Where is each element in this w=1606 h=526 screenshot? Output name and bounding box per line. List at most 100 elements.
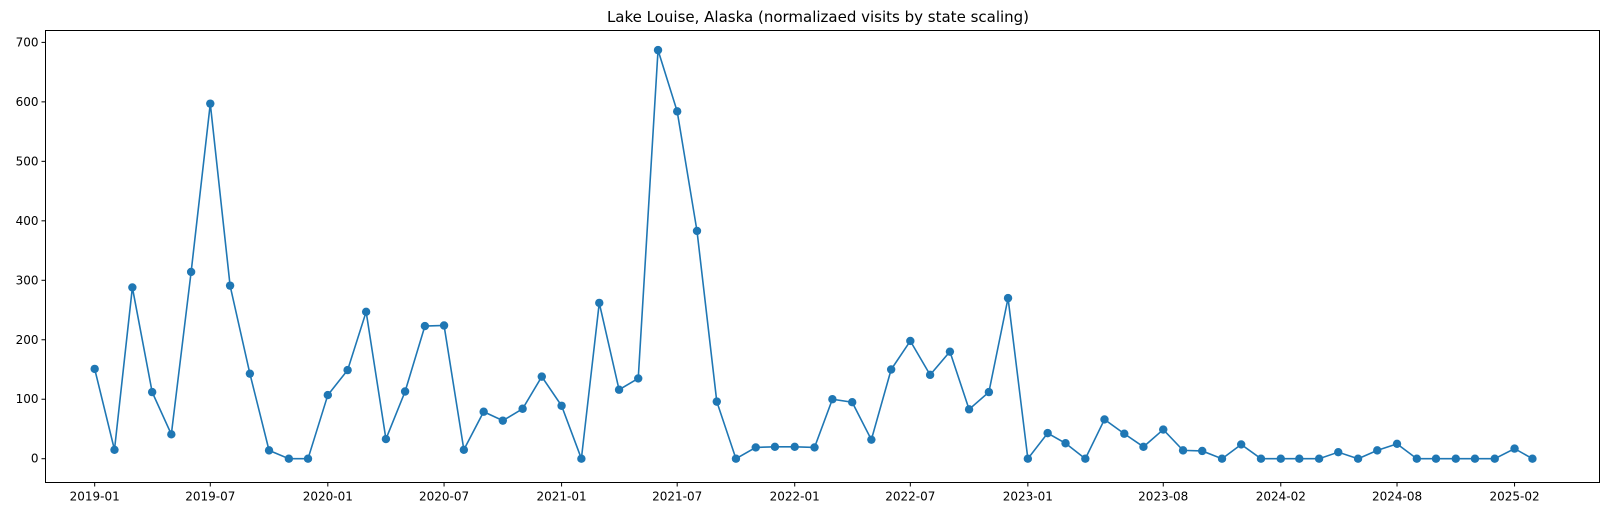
data-point [867, 435, 876, 444]
data-point [1510, 444, 1519, 453]
data-point [1198, 446, 1207, 456]
data-point [653, 45, 663, 55]
data-point [1490, 454, 1499, 463]
data-point [537, 372, 546, 381]
y-tick-label: 500 [16, 154, 39, 168]
x-axis: 2019-01 2019-07 2020-01 2020-07 2021-01 2021-… [70, 482, 1540, 504]
data-point [964, 405, 974, 414]
data-point [557, 401, 566, 410]
data-point [1256, 454, 1266, 463]
y-axis: 0 100 200 300 400 500 600 700 [16, 35, 46, 466]
data-point [343, 365, 352, 375]
data-point [110, 445, 119, 454]
x-tick-label: 2024-02 [1256, 490, 1306, 504]
data-point [614, 385, 624, 394]
data-point [1412, 454, 1422, 463]
data-point [400, 387, 410, 396]
data-point [264, 446, 274, 455]
data-point [1217, 454, 1227, 463]
data-point [245, 369, 255, 378]
x-tick-label: 2020-07 [419, 490, 469, 504]
data-point [577, 454, 586, 463]
x-tick-label: 2019-07 [185, 490, 235, 504]
series-line [93, 49, 1533, 461]
data-point [90, 364, 99, 374]
data-point [712, 397, 721, 406]
axes-frame [45, 30, 1600, 483]
data-point [1023, 454, 1033, 463]
data-point [1081, 454, 1090, 463]
data-point [848, 398, 857, 407]
x-tick-label: 2019-01 [70, 490, 120, 504]
data-point [945, 347, 955, 356]
data-point [206, 99, 215, 108]
data-point [1120, 429, 1129, 438]
data-point [1431, 454, 1441, 463]
x-tick-label: 2023-08 [1138, 490, 1188, 504]
data-point [828, 395, 837, 404]
data-point [1373, 446, 1382, 455]
data-point [439, 321, 449, 330]
y-tick-label: 100 [16, 392, 39, 406]
x-tick-label: 2022-01 [770, 490, 820, 504]
data-point [1470, 454, 1480, 463]
data-point [1295, 454, 1304, 463]
y-tick-label: 600 [16, 95, 39, 109]
data-point [1392, 439, 1402, 449]
data-point [1178, 446, 1188, 455]
data-point [479, 407, 488, 416]
plot-area [90, 45, 1537, 463]
data-point [906, 336, 915, 346]
data-point [1061, 439, 1070, 448]
chart-title: Lake Louise, Alaska (normalizaed visits … [607, 8, 1029, 26]
data-point [420, 321, 430, 331]
data-point [984, 387, 994, 397]
data-point [770, 442, 780, 452]
data-point [1043, 428, 1052, 438]
data-point [672, 107, 682, 116]
data-point [634, 374, 643, 383]
data-point [751, 443, 760, 452]
x-tick-label: 2023-01 [1003, 490, 1053, 504]
data-point [1528, 454, 1537, 463]
y-tick-label: 200 [16, 333, 39, 347]
y-tick-label: 400 [16, 214, 39, 228]
data-point [361, 307, 371, 317]
data-point [731, 454, 741, 463]
x-tick-label: 2021-01 [537, 490, 587, 504]
data-point [1139, 442, 1148, 452]
y-tick-label: 0 [31, 452, 39, 466]
data-point [1100, 415, 1109, 424]
data-point [925, 370, 935, 380]
data-point [167, 430, 176, 439]
data-point [303, 454, 313, 463]
data-point [1276, 454, 1285, 463]
data-point [147, 387, 157, 397]
data-point [1236, 440, 1246, 449]
x-tick-label: 2022-07 [885, 490, 935, 504]
data-point [284, 454, 294, 463]
data-point [886, 365, 896, 374]
data-point [692, 226, 702, 236]
x-tick-label: 2020-01 [303, 490, 353, 504]
x-tick-label: 2025-02 [1489, 490, 1539, 504]
x-tick-label: 2021-07 [652, 490, 702, 504]
data-point [498, 416, 508, 425]
data-point [459, 445, 469, 454]
data-point [186, 267, 196, 277]
data-point [810, 443, 819, 452]
data-point [518, 404, 527, 413]
data-point [225, 281, 235, 290]
data-point [790, 442, 799, 452]
data-point [1451, 454, 1460, 463]
x-tick-label: 2024-08 [1372, 490, 1422, 504]
data-point [323, 390, 333, 400]
data-point [1003, 293, 1013, 303]
y-tick-label: 300 [16, 273, 39, 287]
y-tick-label: 700 [16, 35, 39, 49]
data-point [1159, 425, 1168, 434]
data-point [1334, 447, 1343, 457]
data-point [1353, 454, 1363, 463]
data-point [128, 283, 137, 292]
